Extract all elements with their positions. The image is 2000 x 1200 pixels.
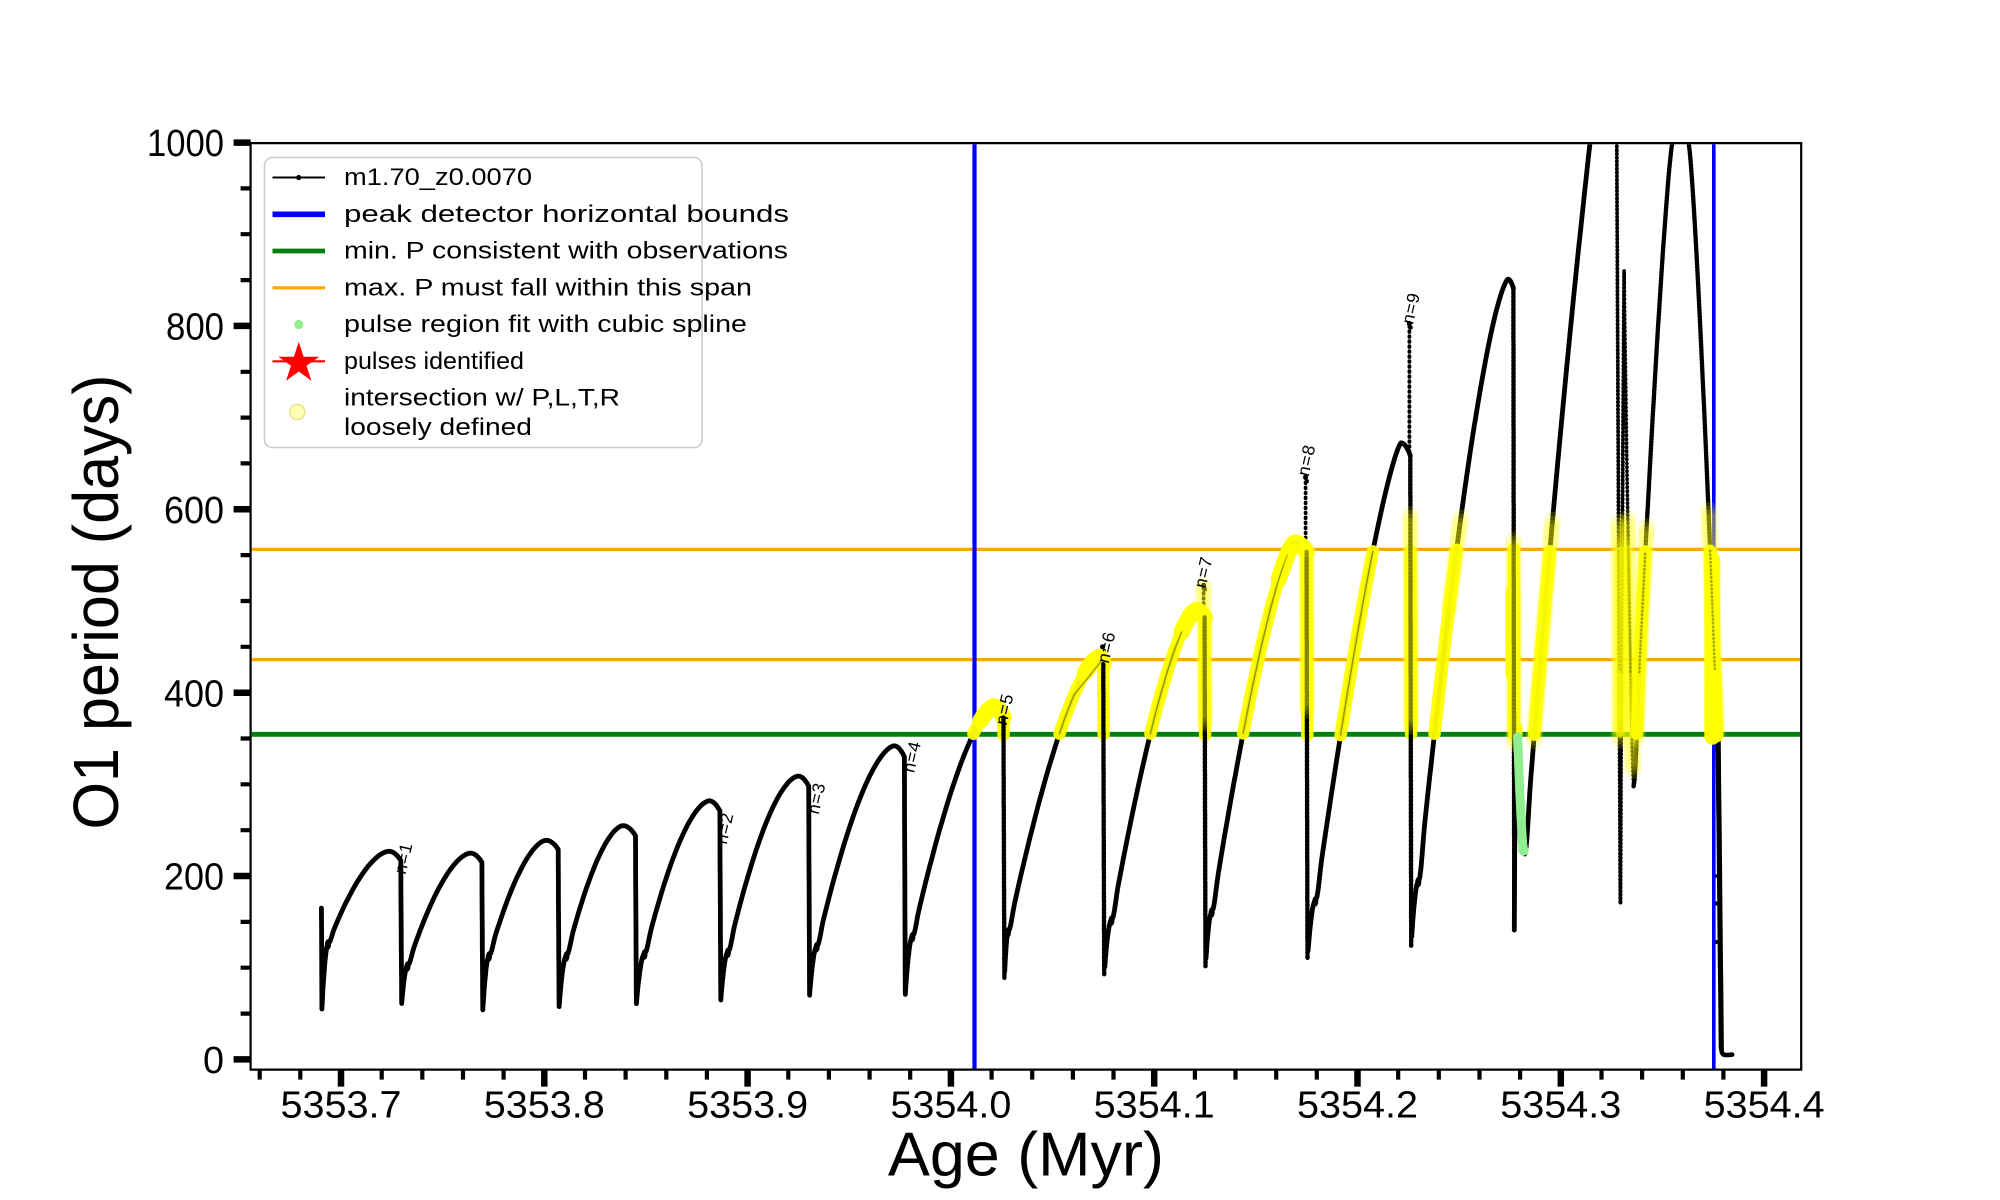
- svg-text:5354.4: 5354.4: [1704, 1085, 1825, 1127]
- svg-text:peak detector horizontal bound: peak detector horizontal bounds: [344, 201, 789, 228]
- svg-text:Age (Myr): Age (Myr): [888, 1120, 1164, 1189]
- svg-text:loosely defined: loosely defined: [344, 414, 532, 441]
- svg-text:0: 0: [203, 1040, 224, 1082]
- svg-text:1000: 1000: [147, 123, 224, 165]
- svg-text:5354.2: 5354.2: [1297, 1085, 1418, 1127]
- svg-text:5354.0: 5354.0: [890, 1085, 1011, 1127]
- svg-text:5353.9: 5353.9: [687, 1085, 808, 1127]
- svg-text:min. P consistent with observa: min. P consistent with observations: [344, 238, 788, 265]
- svg-text:5354.1: 5354.1: [1094, 1085, 1215, 1127]
- svg-text:200: 200: [164, 857, 224, 899]
- svg-text:pulse region fit with cubic sp: pulse region fit with cubic spline: [344, 311, 747, 338]
- svg-text:pulses identified: pulses identified: [344, 348, 524, 375]
- svg-text:800: 800: [166, 307, 224, 349]
- svg-text:max. P must fall within this s: max. P must fall within this span: [344, 274, 752, 301]
- svg-text:O1 period (days): O1 period (days): [60, 375, 132, 830]
- svg-text:400: 400: [164, 673, 224, 715]
- svg-text:m1.70_z0.0070: m1.70_z0.0070: [344, 164, 532, 191]
- svg-text:5353.8: 5353.8: [484, 1085, 605, 1127]
- svg-text:600: 600: [164, 490, 224, 532]
- svg-text:5353.7: 5353.7: [281, 1085, 402, 1127]
- svg-text:intersection w/ P,L,T,R: intersection w/ P,L,T,R: [344, 385, 620, 412]
- svg-text:5354.3: 5354.3: [1500, 1085, 1621, 1127]
